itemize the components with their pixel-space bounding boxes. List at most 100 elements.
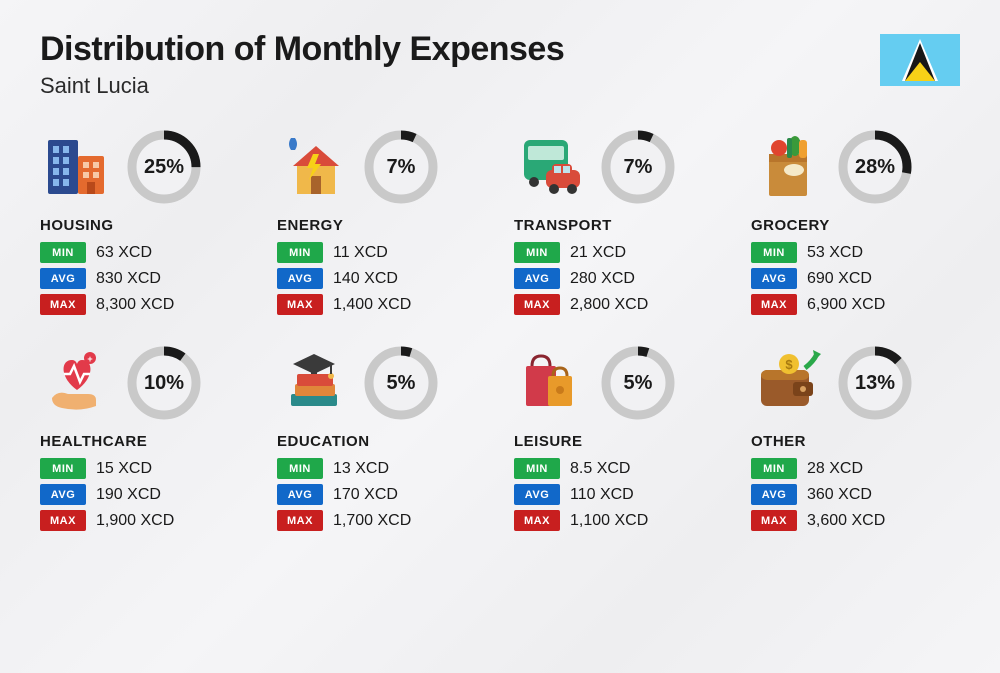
category-name: HEALTHCARE <box>40 433 249 450</box>
bus-car-icon <box>514 130 588 204</box>
wallet-arrow-icon: $ <box>751 346 825 420</box>
stat-avg-row: AVG 690 XCD <box>751 268 960 289</box>
page-subtitle: Saint Lucia <box>40 73 564 99</box>
grocery-bag-icon <box>751 130 825 204</box>
min-value: 28 XCD <box>807 460 863 478</box>
category-stats: MIN 11 XCD AVG 140 XCD MAX 1,400 XCD <box>277 242 486 315</box>
avg-badge: AVG <box>277 484 323 505</box>
shopping-bags-icon <box>514 346 588 420</box>
min-badge: MIN <box>40 458 86 479</box>
max-badge: MAX <box>751 510 797 531</box>
avg-badge: AVG <box>514 268 560 289</box>
stat-min-row: MIN 63 XCD <box>40 242 249 263</box>
min-badge: MIN <box>514 242 560 263</box>
stat-avg-row: AVG 140 XCD <box>277 268 486 289</box>
avg-badge: AVG <box>514 484 560 505</box>
category-transport: 7% TRANSPORT MIN 21 XCD AVG 280 XCD MAX … <box>514 129 723 315</box>
grad-books-icon <box>277 346 351 420</box>
stat-max-row: MAX 8,300 XCD <box>40 294 249 315</box>
max-badge: MAX <box>751 294 797 315</box>
page-title: Distribution of Monthly Expenses <box>40 30 564 69</box>
category-grid: 25% HOUSING MIN 63 XCD AVG 830 XCD MAX 8… <box>40 129 960 531</box>
category-top-row: + 10% <box>40 345 249 421</box>
stat-min-row: MIN 53 XCD <box>751 242 960 263</box>
category-stats: MIN 15 XCD AVG 190 XCD MAX 1,900 XCD <box>40 458 249 531</box>
min-badge: MIN <box>277 458 323 479</box>
heart-hand-icon: + <box>40 346 114 420</box>
category-name: ENERGY <box>277 217 486 234</box>
stat-min-row: MIN 21 XCD <box>514 242 723 263</box>
category-stats: MIN 28 XCD AVG 360 XCD MAX 3,600 XCD <box>751 458 960 531</box>
stat-max-row: MAX 6,900 XCD <box>751 294 960 315</box>
avg-value: 110 XCD <box>570 486 634 504</box>
min-value: 15 XCD <box>96 460 152 478</box>
min-value: 53 XCD <box>807 244 863 262</box>
max-badge: MAX <box>277 294 323 315</box>
percent-ring: 10% <box>126 345 202 421</box>
max-badge: MAX <box>514 510 560 531</box>
category-stats: MIN 8.5 XCD AVG 110 XCD MAX 1,100 XCD <box>514 458 723 531</box>
header: Distribution of Monthly Expenses Saint L… <box>40 30 960 99</box>
min-value: 8.5 XCD <box>570 460 630 478</box>
avg-badge: AVG <box>751 268 797 289</box>
percent-ring: 28% <box>837 129 913 205</box>
max-value: 6,900 XCD <box>807 296 885 314</box>
category-grocery: 28% GROCERY MIN 53 XCD AVG 690 XCD MAX 6… <box>751 129 960 315</box>
category-name: OTHER <box>751 433 960 450</box>
max-value: 2,800 XCD <box>570 296 648 314</box>
category-education: 5% EDUCATION MIN 13 XCD AVG 170 XCD MAX … <box>277 345 486 531</box>
category-top-row: $ 13% <box>751 345 960 421</box>
category-stats: MIN 53 XCD AVG 690 XCD MAX 6,900 XCD <box>751 242 960 315</box>
max-value: 1,900 XCD <box>96 512 174 530</box>
min-badge: MIN <box>277 242 323 263</box>
max-value: 3,600 XCD <box>807 512 885 530</box>
min-value: 13 XCD <box>333 460 389 478</box>
category-housing: 25% HOUSING MIN 63 XCD AVG 830 XCD MAX 8… <box>40 129 249 315</box>
svg-text:$: $ <box>785 357 793 372</box>
stat-max-row: MAX 1,400 XCD <box>277 294 486 315</box>
stat-max-row: MAX 1,100 XCD <box>514 510 723 531</box>
house-bolt-icon <box>277 130 351 204</box>
stat-min-row: MIN 11 XCD <box>277 242 486 263</box>
category-other: $ 13% OTHER MIN 28 XCD AVG 360 XCD <box>751 345 960 531</box>
max-value: 1,700 XCD <box>333 512 411 530</box>
category-leisure: 5% LEISURE MIN 8.5 XCD AVG 110 XCD MAX 1… <box>514 345 723 531</box>
percent-value: 7% <box>600 129 676 205</box>
min-badge: MIN <box>751 458 797 479</box>
category-top-row: 7% <box>514 129 723 205</box>
min-value: 11 XCD <box>333 244 388 262</box>
category-name: GROCERY <box>751 217 960 234</box>
percent-value: 13% <box>837 345 913 421</box>
category-name: TRANSPORT <box>514 217 723 234</box>
avg-value: 190 XCD <box>96 486 161 504</box>
category-healthcare: + 10% HEALTHCARE MIN 15 XCD AVG 190 XCD <box>40 345 249 531</box>
buildings-icon <box>40 130 114 204</box>
min-value: 63 XCD <box>96 244 152 262</box>
avg-value: 170 XCD <box>333 486 398 504</box>
category-stats: MIN 21 XCD AVG 280 XCD MAX 2,800 XCD <box>514 242 723 315</box>
category-name: HOUSING <box>40 217 249 234</box>
min-badge: MIN <box>40 242 86 263</box>
max-value: 8,300 XCD <box>96 296 174 314</box>
stat-min-row: MIN 15 XCD <box>40 458 249 479</box>
min-value: 21 XCD <box>570 244 626 262</box>
stat-max-row: MAX 2,800 XCD <box>514 294 723 315</box>
category-name: LEISURE <box>514 433 723 450</box>
stat-min-row: MIN 28 XCD <box>751 458 960 479</box>
percent-value: 5% <box>363 345 439 421</box>
percent-ring: 5% <box>600 345 676 421</box>
percent-ring: 25% <box>126 129 202 205</box>
category-stats: MIN 13 XCD AVG 170 XCD MAX 1,700 XCD <box>277 458 486 531</box>
category-top-row: 5% <box>277 345 486 421</box>
category-top-row: 28% <box>751 129 960 205</box>
stat-avg-row: AVG 170 XCD <box>277 484 486 505</box>
stat-min-row: MIN 8.5 XCD <box>514 458 723 479</box>
avg-value: 830 XCD <box>96 270 161 288</box>
percent-ring: 13% <box>837 345 913 421</box>
min-badge: MIN <box>751 242 797 263</box>
category-top-row: 5% <box>514 345 723 421</box>
avg-value: 280 XCD <box>570 270 635 288</box>
stat-avg-row: AVG 110 XCD <box>514 484 723 505</box>
percent-value: 25% <box>126 129 202 205</box>
max-value: 1,400 XCD <box>333 296 411 314</box>
